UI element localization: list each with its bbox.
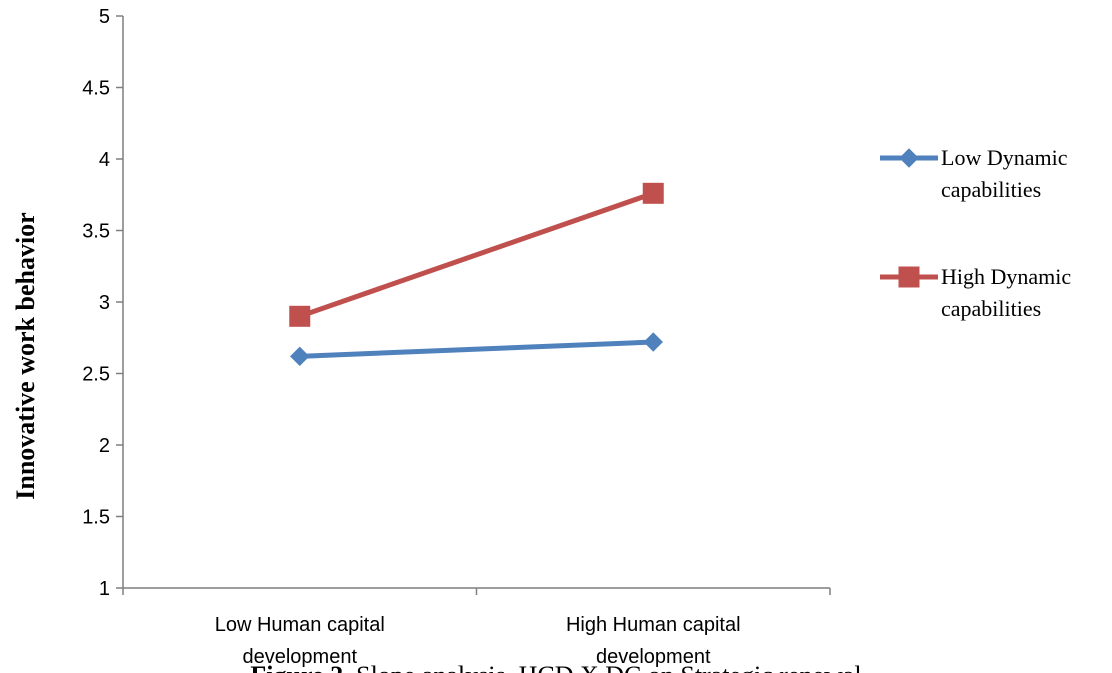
figure-caption-label: Figure 2 xyxy=(250,661,343,673)
y-tick-label: 4 xyxy=(99,149,110,171)
y-axis-label: Innovative work behavior xyxy=(11,212,40,499)
x-category-label-line: development xyxy=(242,646,357,668)
data-point-marker xyxy=(290,346,310,367)
y-tick-labels: 1 1.5 2 2.5 3 3.5 4 4.5 5 xyxy=(82,6,110,600)
data-point-marker xyxy=(289,305,311,327)
x-category-label-line: Low Human capital xyxy=(215,614,385,636)
legend-label-line: Low Dynamic xyxy=(941,145,1068,170)
series-lines xyxy=(289,182,664,367)
legend-item: Low Dynamic capabilities xyxy=(880,145,1068,202)
legend: Low Dynamic capabilities High Dynamic capab… xyxy=(880,145,1071,321)
legend-label-line: capabilities xyxy=(941,296,1041,321)
x-category-label: High Human capital development xyxy=(566,614,741,668)
legend-label: High Dynamic capabilities xyxy=(941,264,1071,321)
data-point-marker xyxy=(643,332,663,352)
y-tick-label: 1.5 xyxy=(82,507,110,529)
series-line xyxy=(298,190,655,319)
legend-label-line: High Dynamic xyxy=(941,264,1071,289)
x-category-label: Low Human capital development xyxy=(215,614,385,668)
series-high-dynamic xyxy=(289,182,664,327)
data-point-marker xyxy=(642,182,664,204)
series-low-dynamic xyxy=(290,332,663,367)
legend-item: High Dynamic capabilities xyxy=(880,264,1071,321)
y-tick-label: 3 xyxy=(99,292,110,314)
chart-axes xyxy=(116,15,831,595)
y-tick-label: 2.5 xyxy=(82,364,110,386)
y-tick-label: 1 xyxy=(99,578,110,600)
figure-caption-text: . Slope analysis, HCD X DC on Strategic … xyxy=(343,661,861,673)
y-tick-label: 2 xyxy=(99,435,110,457)
figure-caption: Figure 2. Slope analysis, HCD X DC on St… xyxy=(250,661,861,673)
y-tick-label: 3.5 xyxy=(82,221,110,243)
x-category-label-line: development xyxy=(596,646,711,668)
legend-swatch-marker xyxy=(898,266,920,288)
y-tick-label: 5 xyxy=(99,6,110,28)
legend-swatch-marker xyxy=(899,148,919,168)
series-line xyxy=(299,339,654,359)
legend-label: Low Dynamic capabilities xyxy=(941,145,1068,202)
legend-label-line: capabilities xyxy=(941,177,1041,202)
x-category-label-line: High Human capital xyxy=(566,614,741,636)
y-tick-label: 4.5 xyxy=(82,78,110,100)
